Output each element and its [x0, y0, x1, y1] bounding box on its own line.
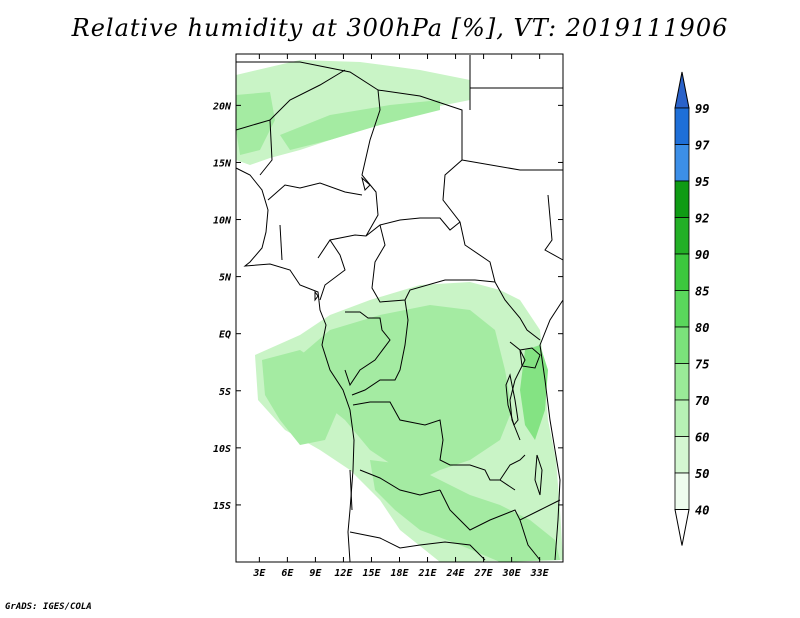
border-north-8 [544, 194, 564, 261]
lat-tick-label: 10S [213, 444, 231, 455]
humidity-patch-south [370, 460, 560, 562]
colorbar-label: 75 [695, 358, 709, 372]
colorbar-segment [674, 472, 690, 510]
lon-tick-label: 18E [390, 568, 409, 579]
lon-tick-label: 33E [530, 568, 550, 579]
border-south-4 [439, 489, 561, 531]
border-central-1 [371, 224, 496, 303]
border-central-2 [319, 239, 346, 301]
border-north-4 [377, 89, 496, 283]
lat-tick-label: EQ [219, 330, 231, 341]
colorbar-segment [674, 436, 690, 474]
country-borders [235, 55, 564, 563]
colorbar-label: 92 [695, 212, 709, 226]
colorbar-segment [674, 399, 690, 437]
west-african-coast [235, 167, 355, 563]
lon-tick-label: 6E [281, 568, 294, 579]
border-sahel-1 [267, 182, 363, 201]
lake-tanganyika [505, 373, 519, 427]
border-south-1 [352, 401, 516, 491]
longitude-axis: 3E 6E 9E 12E 15E 18E 21E 24E 27E 30E 33E [252, 54, 550, 579]
colorbar-label: 50 [695, 467, 709, 481]
lat-tick-label: 15S [213, 501, 231, 512]
border-south-6 [519, 519, 541, 561]
border-south-5 [349, 531, 486, 561]
colorbar-label: 90 [695, 248, 709, 262]
lon-tick-label: 9E [309, 568, 322, 579]
border-central-5 [494, 281, 541, 341]
lon-tick-label: 24E [446, 568, 466, 579]
island-bioko [314, 290, 319, 302]
colorbar-segment [674, 326, 690, 364]
border-north-3 [235, 119, 273, 176]
colorbar-label: 95 [695, 175, 709, 189]
lake-victoria [519, 347, 541, 369]
lat-tick-label: 5N [219, 273, 232, 284]
lake-chad [361, 176, 371, 191]
border-south-3 [359, 469, 441, 496]
colorbar-label: 97 [695, 139, 710, 153]
map-title: Relative humidity at 300hPa [%], VT: 201… [71, 14, 729, 42]
lon-tick-label: 12E [334, 568, 353, 579]
colorbar-label: 70 [695, 394, 709, 408]
border-sahel-3 [317, 217, 461, 259]
lon-tick-label: 3E [252, 568, 266, 579]
colorbar-label: 40 [695, 504, 709, 518]
colorbar-segment [674, 107, 690, 145]
east-african-coast [539, 299, 564, 561]
colorbar-max-arrow [674, 71, 690, 109]
lon-tick-label: 30E [502, 568, 522, 579]
humidity-field [236, 60, 563, 562]
colorbar-label: 99 [695, 102, 709, 116]
colorbar: 99 97 95 92 90 85 80 75 70 60 50 40 [674, 71, 710, 546]
border-north-7 [461, 159, 563, 171]
colorbar-label: 60 [695, 431, 709, 445]
grads-credit: GrADS: IGES/COLA [5, 602, 92, 612]
colorbar-min-arrow [674, 509, 690, 546]
humidity-patch-north-west [236, 92, 275, 155]
colorbar-segment [674, 253, 690, 291]
border-central-4 [351, 299, 409, 396]
colorbar-label: 85 [695, 285, 709, 299]
colorbar-segment [674, 180, 690, 218]
humidity-patch-north-band [280, 100, 440, 150]
border-north-1 [236, 61, 381, 237]
lon-tick-label: 27E [474, 568, 494, 579]
colorbar-segment [674, 363, 690, 401]
lat-tick-label: 15N [213, 158, 232, 169]
lat-tick-label: 20N [212, 101, 232, 112]
border-north-2 [269, 69, 346, 121]
colorbar-segment [674, 217, 690, 255]
colorbar-label: 80 [695, 321, 709, 335]
colorbar-segment [674, 144, 690, 182]
humidity-patch-central-core [295, 305, 512, 480]
lat-tick-label: 5S [219, 387, 231, 398]
colorbar-segment [674, 290, 690, 328]
humidity-patch-west-ocean [262, 350, 340, 445]
border-south-2 [349, 469, 353, 511]
lon-tick-label: 21E [417, 568, 437, 579]
border-south-7 [499, 454, 526, 481]
latitude-axis: 20N 15N 10N 5N EQ 5S 10S 15S [212, 101, 563, 512]
border-central-3 [344, 311, 391, 387]
lat-tick-label: 10N [213, 216, 232, 227]
lon-tick-label: 15E [362, 568, 381, 579]
lake-malawi [534, 454, 543, 496]
border-sahel-2 [279, 224, 283, 261]
humidity-patch-east [520, 345, 548, 440]
